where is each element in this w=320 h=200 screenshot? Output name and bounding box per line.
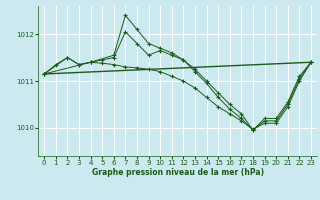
X-axis label: Graphe pression niveau de la mer (hPa): Graphe pression niveau de la mer (hPa) bbox=[92, 168, 264, 177]
